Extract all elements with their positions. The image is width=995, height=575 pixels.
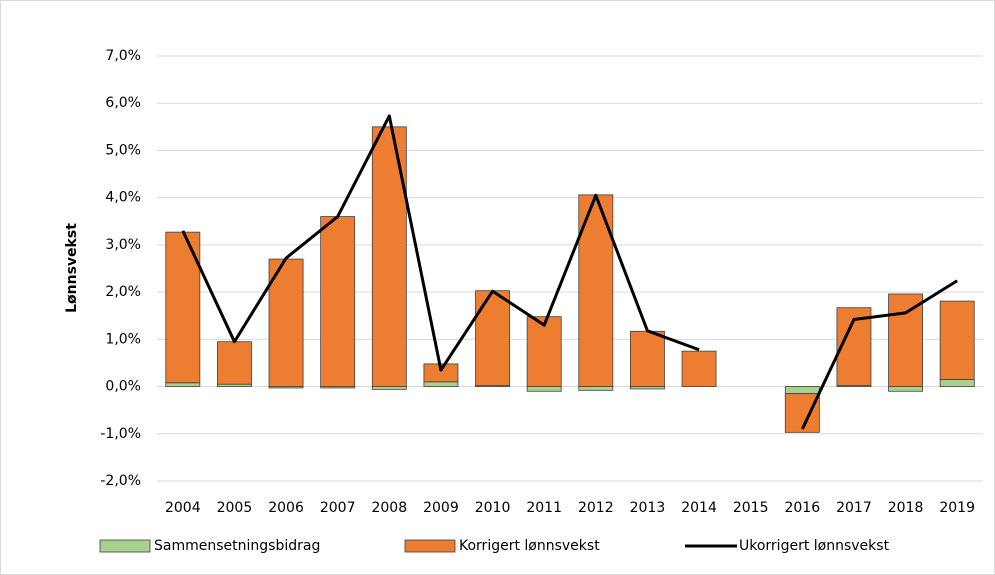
y-tick-label: 4,0% [105, 190, 141, 206]
legend-swatch [99, 539, 151, 553]
legend-swatch [404, 539, 456, 553]
y-tick-label: 5,0% [105, 142, 141, 158]
y-tick-label: 3,0% [105, 237, 141, 253]
bar [165, 382, 201, 387]
bar [888, 386, 923, 392]
x-tick-label: 2004 [165, 500, 201, 516]
x-tick-label: 2011 [526, 500, 562, 516]
y-tick-label: 7,0% [105, 48, 141, 64]
legend-label: Ukorrigert lønnsvekst [739, 538, 890, 554]
bar [268, 258, 304, 387]
bar [371, 386, 407, 390]
bar [526, 316, 562, 387]
bar [217, 341, 252, 385]
bar [526, 386, 562, 392]
y-tick-label: 2,0% [105, 284, 141, 300]
bar [939, 379, 975, 387]
x-tick-label: 2013 [630, 500, 666, 516]
legend-label: Sammensetningsbidrag [154, 538, 320, 554]
x-tick-label: 2019 [939, 500, 975, 516]
x-tick-label: 2016 [784, 500, 820, 516]
bar [475, 290, 510, 387]
y-tick-label: -2,0% [100, 473, 141, 489]
x-tick-label: 2008 [371, 500, 407, 516]
x-tick-label: 2015 [733, 500, 769, 516]
y-axis-title: Lønnsvekst [64, 223, 80, 313]
bar [578, 386, 614, 391]
y-tick-label: 1,0% [105, 331, 141, 347]
bar [630, 330, 665, 387]
x-tick-label: 2010 [475, 500, 511, 516]
x-tick-label: 2012 [578, 500, 614, 516]
bar [320, 216, 356, 387]
bar [939, 300, 975, 380]
x-tick-label: 2007 [320, 500, 356, 516]
x-tick-label: 2006 [268, 500, 304, 516]
y-tick-label: 6,0% [105, 95, 141, 111]
bar [888, 293, 923, 387]
legend-label: Korrigert lønnsvekst [459, 538, 600, 554]
y-tick-label: 0,0% [105, 379, 141, 395]
x-tick-label: 2009 [423, 500, 459, 516]
bar [371, 126, 407, 387]
x-tick-label: 2014 [681, 500, 717, 516]
bar [165, 231, 201, 384]
x-tick-label: 2005 [217, 500, 253, 516]
bar [681, 350, 717, 387]
x-tick-label: 2017 [836, 500, 872, 516]
x-tick-label: 2018 [888, 500, 924, 516]
y-tick-label: -1,0% [100, 426, 141, 442]
bar [784, 386, 820, 395]
bar [423, 381, 459, 387]
line [181, 114, 958, 430]
